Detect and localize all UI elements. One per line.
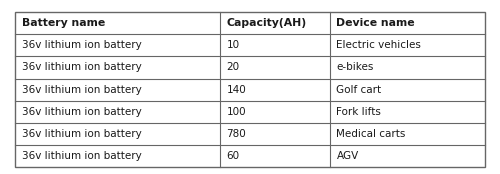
Text: 140: 140 <box>226 85 246 95</box>
Text: AGV: AGV <box>336 151 359 161</box>
Text: 780: 780 <box>226 129 246 139</box>
Text: Fork lifts: Fork lifts <box>336 107 382 117</box>
Text: 36v lithium ion battery: 36v lithium ion battery <box>22 62 142 73</box>
Text: 20: 20 <box>226 62 239 73</box>
Text: Capacity(AH): Capacity(AH) <box>226 18 306 28</box>
Text: Golf cart: Golf cart <box>336 85 382 95</box>
Text: Medical carts: Medical carts <box>336 129 406 139</box>
Text: Electric vehicles: Electric vehicles <box>336 40 422 50</box>
Text: Battery name: Battery name <box>22 18 105 28</box>
Text: 36v lithium ion battery: 36v lithium ion battery <box>22 85 142 95</box>
Text: 100: 100 <box>226 107 246 117</box>
Bar <box>15 12 485 167</box>
Text: Device name: Device name <box>336 18 415 28</box>
Text: 36v lithium ion battery: 36v lithium ion battery <box>22 129 142 139</box>
Text: 36v lithium ion battery: 36v lithium ion battery <box>22 40 142 50</box>
Text: 10: 10 <box>226 40 239 50</box>
Text: 36v lithium ion battery: 36v lithium ion battery <box>22 107 142 117</box>
Text: 60: 60 <box>226 151 239 161</box>
Text: 36v lithium ion battery: 36v lithium ion battery <box>22 151 142 161</box>
Text: e-bikes: e-bikes <box>336 62 374 73</box>
